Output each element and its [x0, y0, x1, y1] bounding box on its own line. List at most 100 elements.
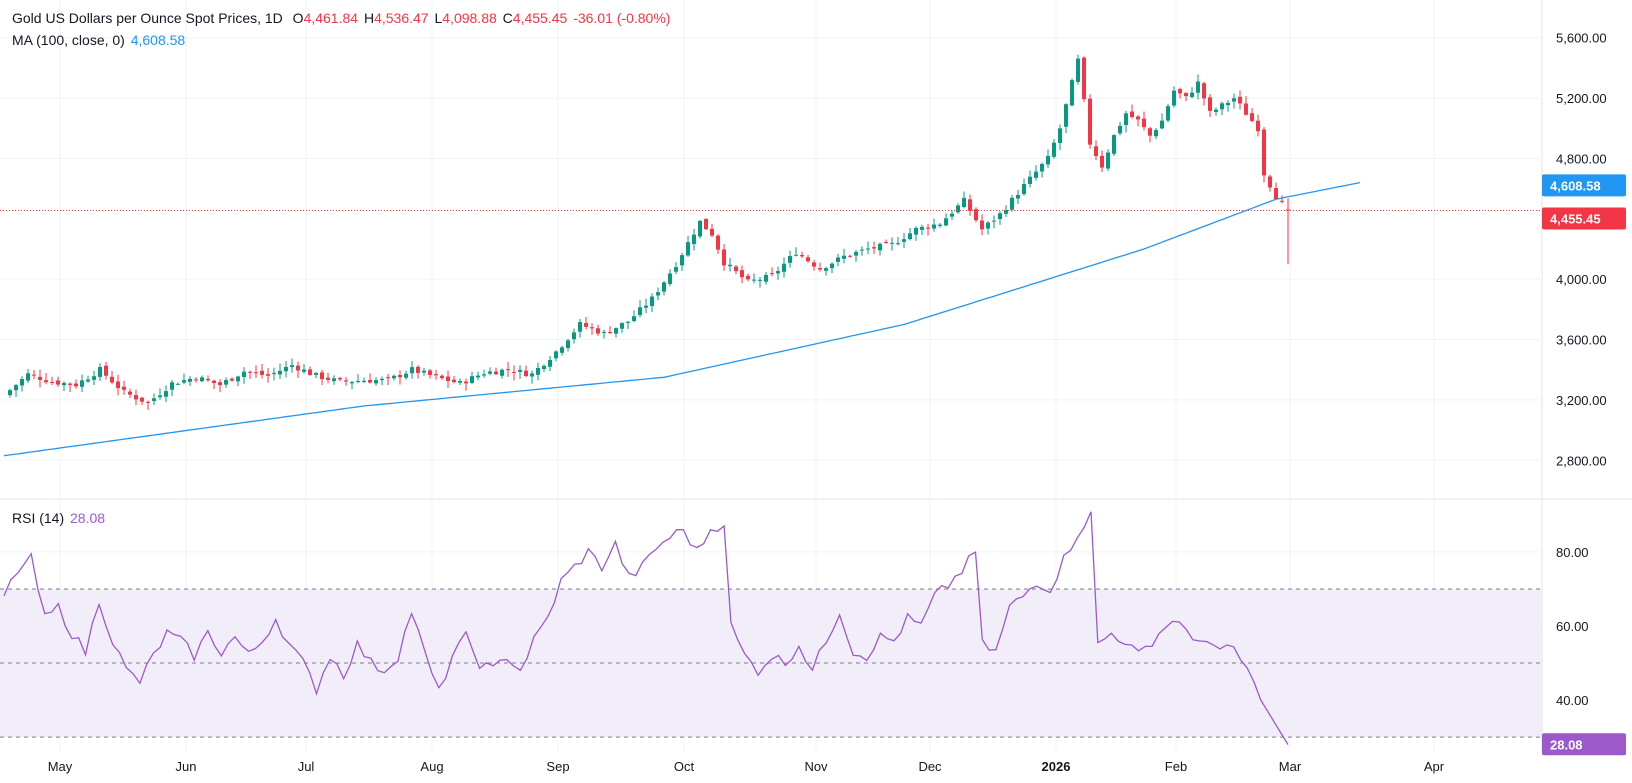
price-tick-label: 2,800.00	[1556, 453, 1607, 468]
candle-body	[368, 380, 372, 383]
candle-body	[1154, 129, 1158, 137]
candle-body	[818, 268, 822, 270]
candle-body	[434, 374, 438, 376]
candle-body	[1106, 152, 1110, 169]
candle-body	[476, 375, 480, 378]
candle-body	[278, 370, 282, 375]
candle-body	[248, 371, 252, 373]
candle-body	[896, 243, 900, 245]
candle-body	[1280, 200, 1284, 202]
candle-body	[1196, 81, 1200, 93]
candle-body	[494, 371, 498, 375]
axis-badges: 4,608.58 4,455.45 28.08	[1542, 174, 1626, 756]
candle-body	[914, 227, 918, 235]
candle-body	[944, 218, 948, 226]
rsi-band	[0, 588, 1542, 738]
time-tick-label: Apr	[1424, 759, 1445, 774]
candle-body	[440, 375, 444, 379]
price-tick-label: 5,600.00	[1556, 31, 1607, 46]
candle-body	[320, 372, 324, 380]
candle-body	[464, 381, 468, 384]
candle-body	[428, 370, 432, 376]
candle-body	[44, 380, 48, 383]
candle-body	[950, 213, 954, 217]
candle-body	[1070, 80, 1074, 106]
candle-body	[758, 279, 762, 281]
candle-body	[830, 263, 834, 269]
candle-body	[1100, 155, 1104, 168]
time-axis[interactable]: May Jun Jul Aug Sep Oct Nov Dec 2026 Feb Mar Apr	[48, 759, 1445, 774]
candle-body	[1052, 142, 1056, 157]
candle-body	[848, 255, 852, 257]
candle-body	[194, 379, 198, 381]
candle-body	[644, 305, 648, 308]
candle-body	[416, 366, 420, 373]
candle-body	[338, 378, 342, 380]
price-axis[interactable]: 2,800.00 3,200.00 3,600.00 4,000.00 4,800.00…	[1556, 31, 1607, 708]
candle-body	[572, 332, 576, 340]
close-label: C	[502, 10, 513, 26]
candle-body	[170, 382, 174, 390]
candle-body	[1202, 83, 1206, 99]
candle-body	[566, 340, 570, 349]
candle-body	[296, 365, 300, 371]
candle-body	[800, 254, 804, 257]
candle-body	[410, 367, 414, 374]
candle-body	[728, 264, 732, 267]
time-tick-label: Nov	[804, 759, 828, 774]
candle-body	[536, 368, 540, 375]
candle-body	[1184, 93, 1188, 97]
candle-body	[1016, 194, 1020, 199]
candle-body	[1208, 97, 1212, 111]
candle-body	[1256, 120, 1260, 132]
candle-body	[1142, 118, 1146, 128]
candle-body	[956, 205, 960, 213]
candle-body	[932, 224, 936, 229]
candle-body	[986, 222, 990, 229]
high-value: 4,536.47	[374, 10, 429, 26]
candle-body	[518, 369, 522, 372]
candle-body	[482, 374, 486, 376]
candle-body	[764, 274, 768, 282]
candle-body	[734, 266, 738, 272]
candle-body	[362, 380, 366, 382]
price-tick-label: 3,200.00	[1556, 393, 1607, 408]
candle-body	[8, 390, 12, 396]
candle-body	[1004, 209, 1008, 214]
candle-body	[860, 249, 864, 251]
candle-body	[1238, 96, 1242, 104]
candle-body	[1250, 113, 1254, 121]
time-tick-label: Feb	[1165, 759, 1187, 774]
rsi-label: RSI (14)	[12, 510, 65, 526]
time-tick-label: Sep	[546, 759, 569, 774]
candle-body	[140, 397, 144, 402]
ma-line	[3, 181, 1361, 457]
rsi-tick-label: 80.00	[1556, 545, 1589, 560]
candle-body	[1082, 57, 1086, 100]
candle-body	[200, 377, 204, 382]
open-label: O	[292, 10, 304, 26]
candle-body	[590, 327, 594, 329]
candle-body	[302, 369, 306, 372]
candle-body	[350, 382, 354, 384]
time-tick-label: May	[48, 759, 73, 774]
candle-body	[782, 263, 786, 272]
candle-body	[260, 370, 264, 375]
candle-body	[1226, 102, 1230, 106]
candle-body	[752, 279, 756, 281]
candle-body	[662, 282, 666, 292]
candle-body	[446, 376, 450, 382]
candle-body	[230, 378, 234, 381]
candle-body	[506, 369, 510, 371]
candle-body	[176, 383, 180, 385]
candle-body	[620, 323, 624, 329]
candle-body	[938, 224, 942, 226]
candle-body	[1178, 89, 1182, 94]
candle-body	[134, 395, 138, 400]
candle-body	[1124, 113, 1128, 126]
candle-body	[998, 213, 1002, 220]
candle-body	[128, 391, 132, 395]
moving-average-series	[3, 181, 1361, 457]
rsi-series	[3, 511, 1289, 745]
